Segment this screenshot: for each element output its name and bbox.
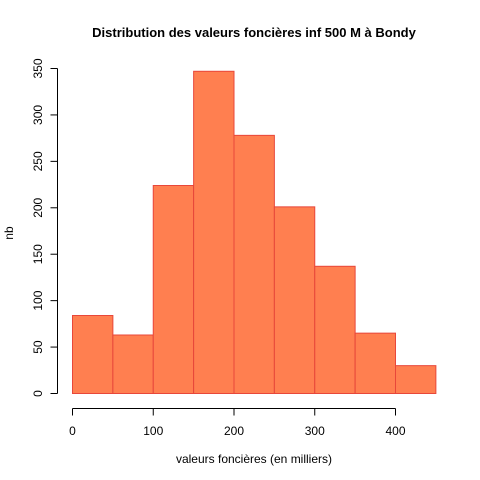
x-tick-label-2: 200	[224, 424, 244, 438]
x-tick-label-3: 300	[305, 424, 325, 438]
histogram-bar-0	[72, 315, 114, 394]
x-tick-label-1: 100	[143, 424, 163, 438]
y-tick-label-0: 0	[31, 390, 45, 397]
x-tick-label-0: 0	[69, 424, 76, 438]
y-axis-label: nb	[2, 226, 16, 240]
histogram-bar-4	[233, 134, 275, 394]
y-tick-label-5: 250	[31, 151, 45, 171]
histogram-bar-3	[193, 70, 235, 395]
y-tick-label-6: 300	[31, 105, 45, 125]
histogram-bar-7	[354, 332, 396, 394]
y-tick-label-1: 50	[31, 340, 45, 354]
y-tick-label-7: 350	[31, 58, 45, 78]
x-tick-label-4: 400	[385, 424, 405, 438]
histogram-bar-6	[314, 265, 356, 394]
y-tick-label-4: 200	[31, 197, 45, 217]
histogram-bar-8	[395, 365, 437, 394]
y-tick-label-2: 100	[31, 290, 45, 310]
histogram-bar-1	[112, 334, 154, 394]
histogram-bars	[72, 70, 437, 395]
x-axis: 0 100 200 300 400	[69, 408, 406, 438]
x-axis-label: valeurs foncières (en milliers)	[176, 452, 332, 466]
histogram-bar-2	[152, 185, 195, 394]
chart-title: Distribution des valeurs foncières inf 5…	[92, 25, 416, 40]
histogram-bar-5	[273, 206, 316, 394]
y-tick-label-3: 150	[31, 244, 45, 264]
y-axis: 0 50 100 150 200 250 300 350	[31, 58, 58, 397]
